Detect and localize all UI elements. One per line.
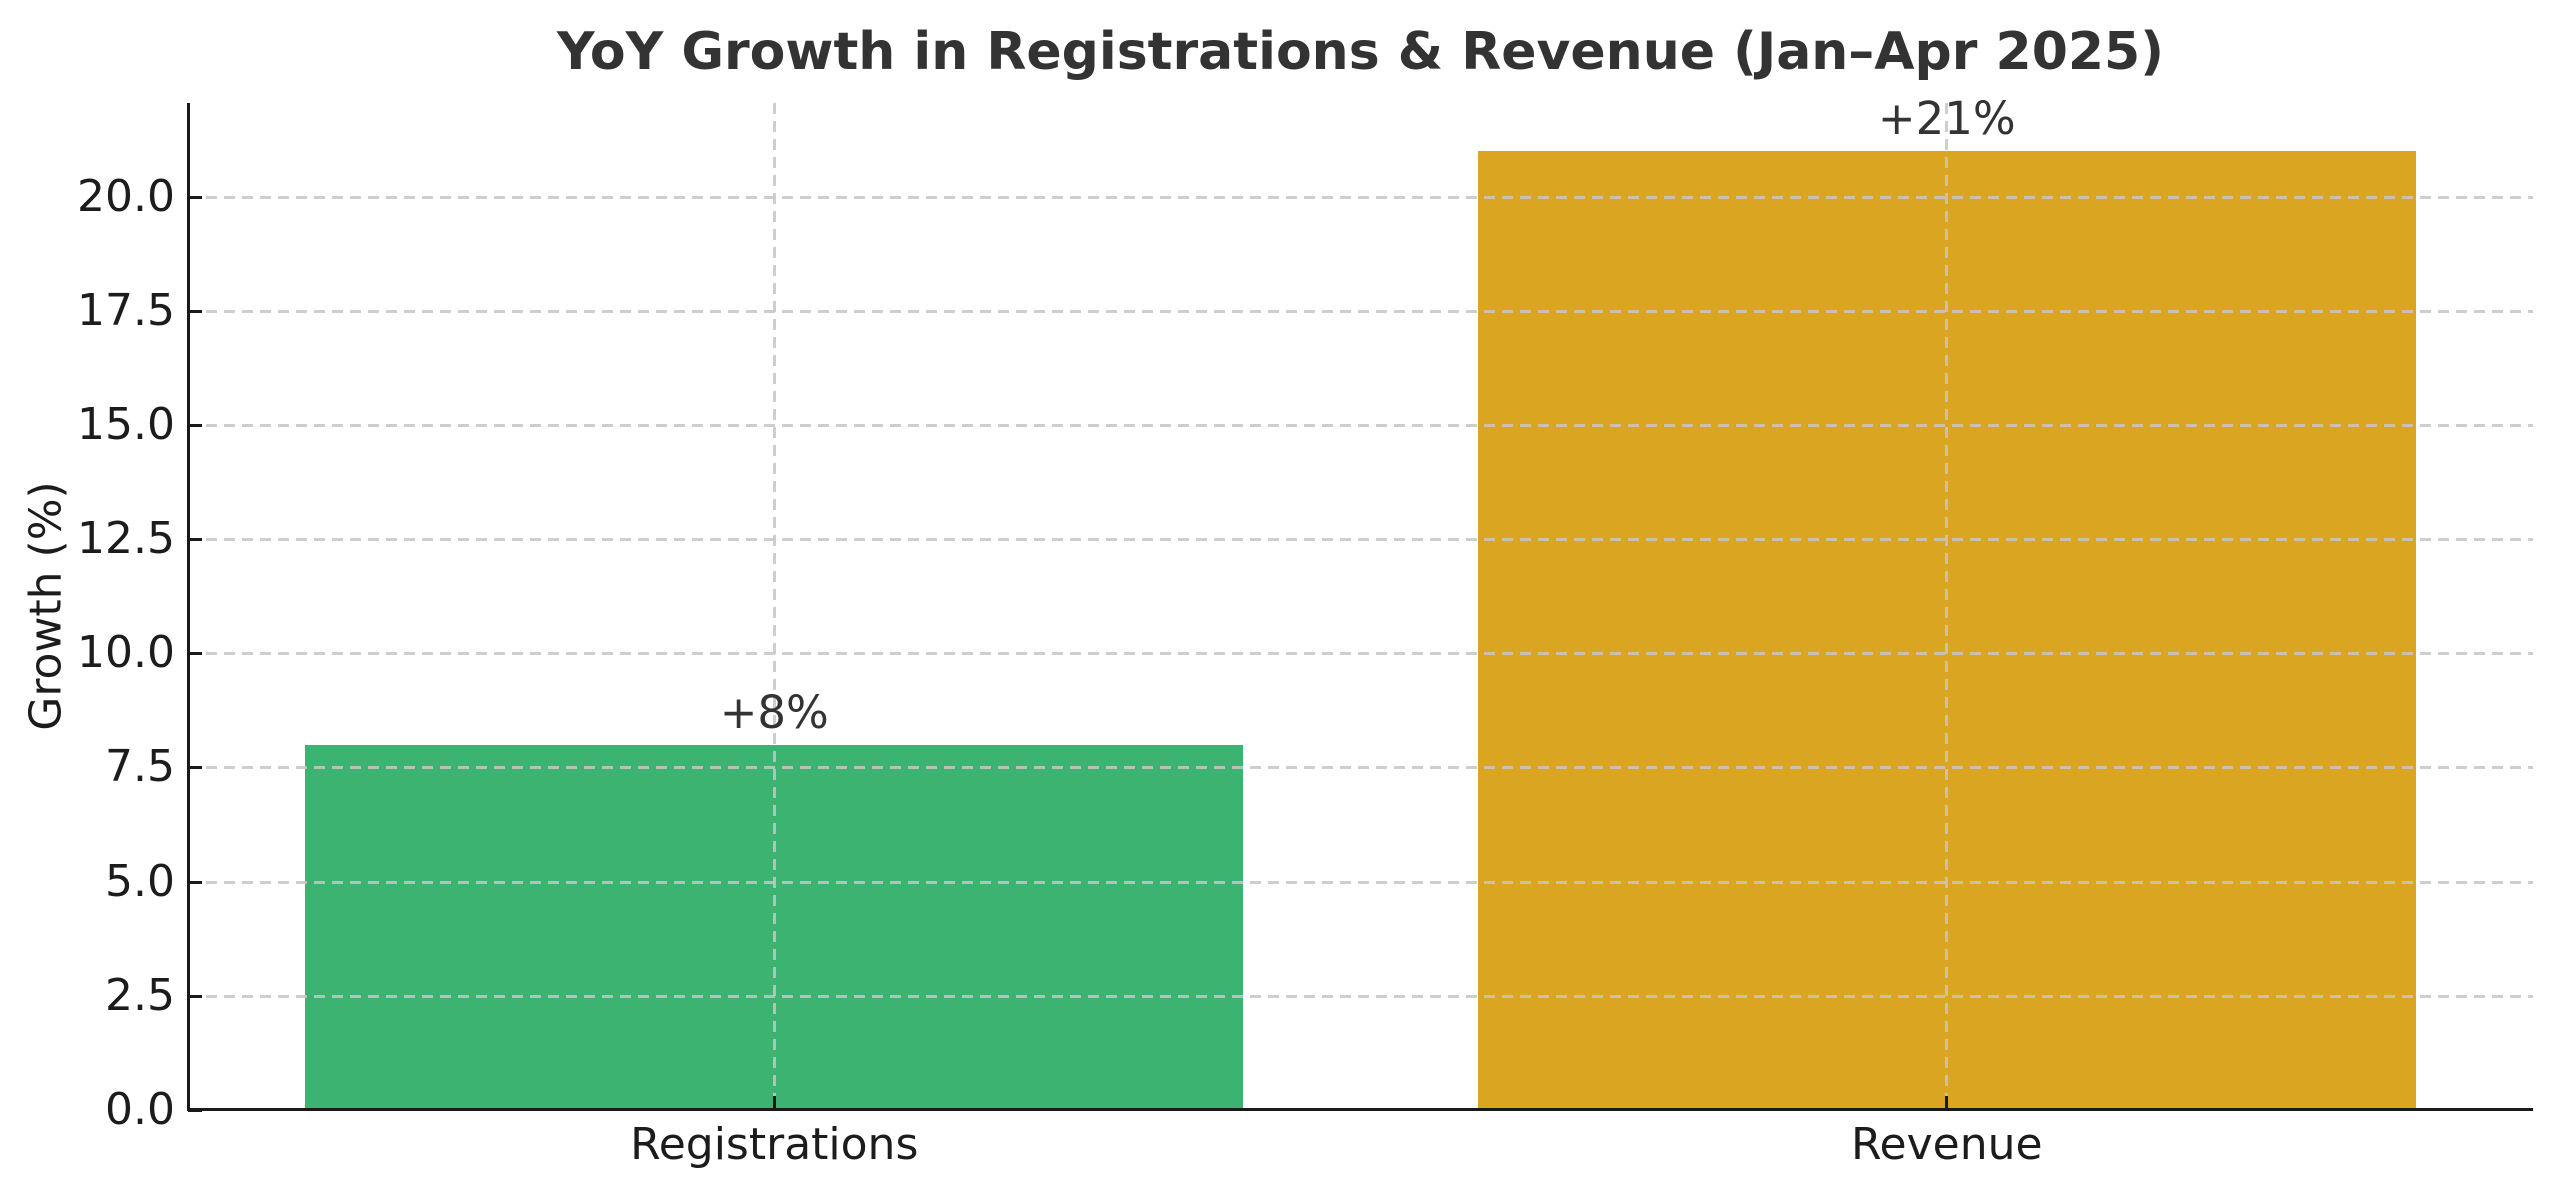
y-tick-mark — [188, 195, 202, 199]
y-gridline — [188, 766, 2533, 770]
x-tick-mark — [772, 1096, 776, 1110]
y-tick-mark — [188, 994, 202, 998]
y-gridline — [188, 880, 2533, 884]
gridlines-layer — [188, 103, 2533, 1110]
y-tick-mark — [188, 766, 202, 770]
x-tick-label: Revenue — [1850, 1119, 2043, 1170]
x-axis-spine — [187, 1108, 2533, 1111]
y-tick-label: 0.0 — [105, 1084, 175, 1135]
plot-area — [187, 103, 2533, 1112]
y-tick-mark — [188, 880, 202, 884]
y-tick-label: 5.0 — [105, 855, 175, 907]
x-tick-mark — [1945, 1096, 1949, 1110]
y-tick-label: 17.5 — [77, 284, 175, 336]
y-tick-mark — [188, 1109, 202, 1112]
y-tick-mark — [188, 309, 202, 313]
y-gridline — [188, 652, 2533, 656]
chart-title: YoY Growth in Registrations & Revenue (J… — [556, 22, 2165, 82]
tick-marks-layer — [188, 103, 2533, 1112]
y-axis-spine — [187, 103, 190, 1111]
y-tick-label: 10.0 — [77, 627, 175, 679]
y-gridline — [188, 994, 2533, 998]
x-gridline — [1945, 103, 1949, 1110]
x-gridline — [772, 103, 776, 1110]
y-tick-label: 15.0 — [77, 398, 175, 450]
x-tick-label: Registrations — [630, 1119, 919, 1170]
y-tick-label: 12.5 — [77, 513, 175, 565]
y-gridline — [188, 538, 2533, 542]
y-tick-label: 7.5 — [105, 741, 175, 793]
y-tick-label: 2.5 — [105, 969, 175, 1021]
y-gridline — [188, 309, 2533, 313]
y-gridline — [188, 195, 2533, 199]
bar-value-label: +8% — [719, 685, 829, 739]
y-tick-mark — [188, 423, 202, 427]
y-tick-label: 20.0 — [77, 170, 175, 222]
y-tick-mark — [188, 652, 202, 656]
y-gridline — [188, 423, 2533, 427]
spines-layer — [187, 103, 2533, 1111]
y-tick-mark — [188, 538, 202, 542]
bar-value-label: +21% — [1877, 91, 2016, 145]
